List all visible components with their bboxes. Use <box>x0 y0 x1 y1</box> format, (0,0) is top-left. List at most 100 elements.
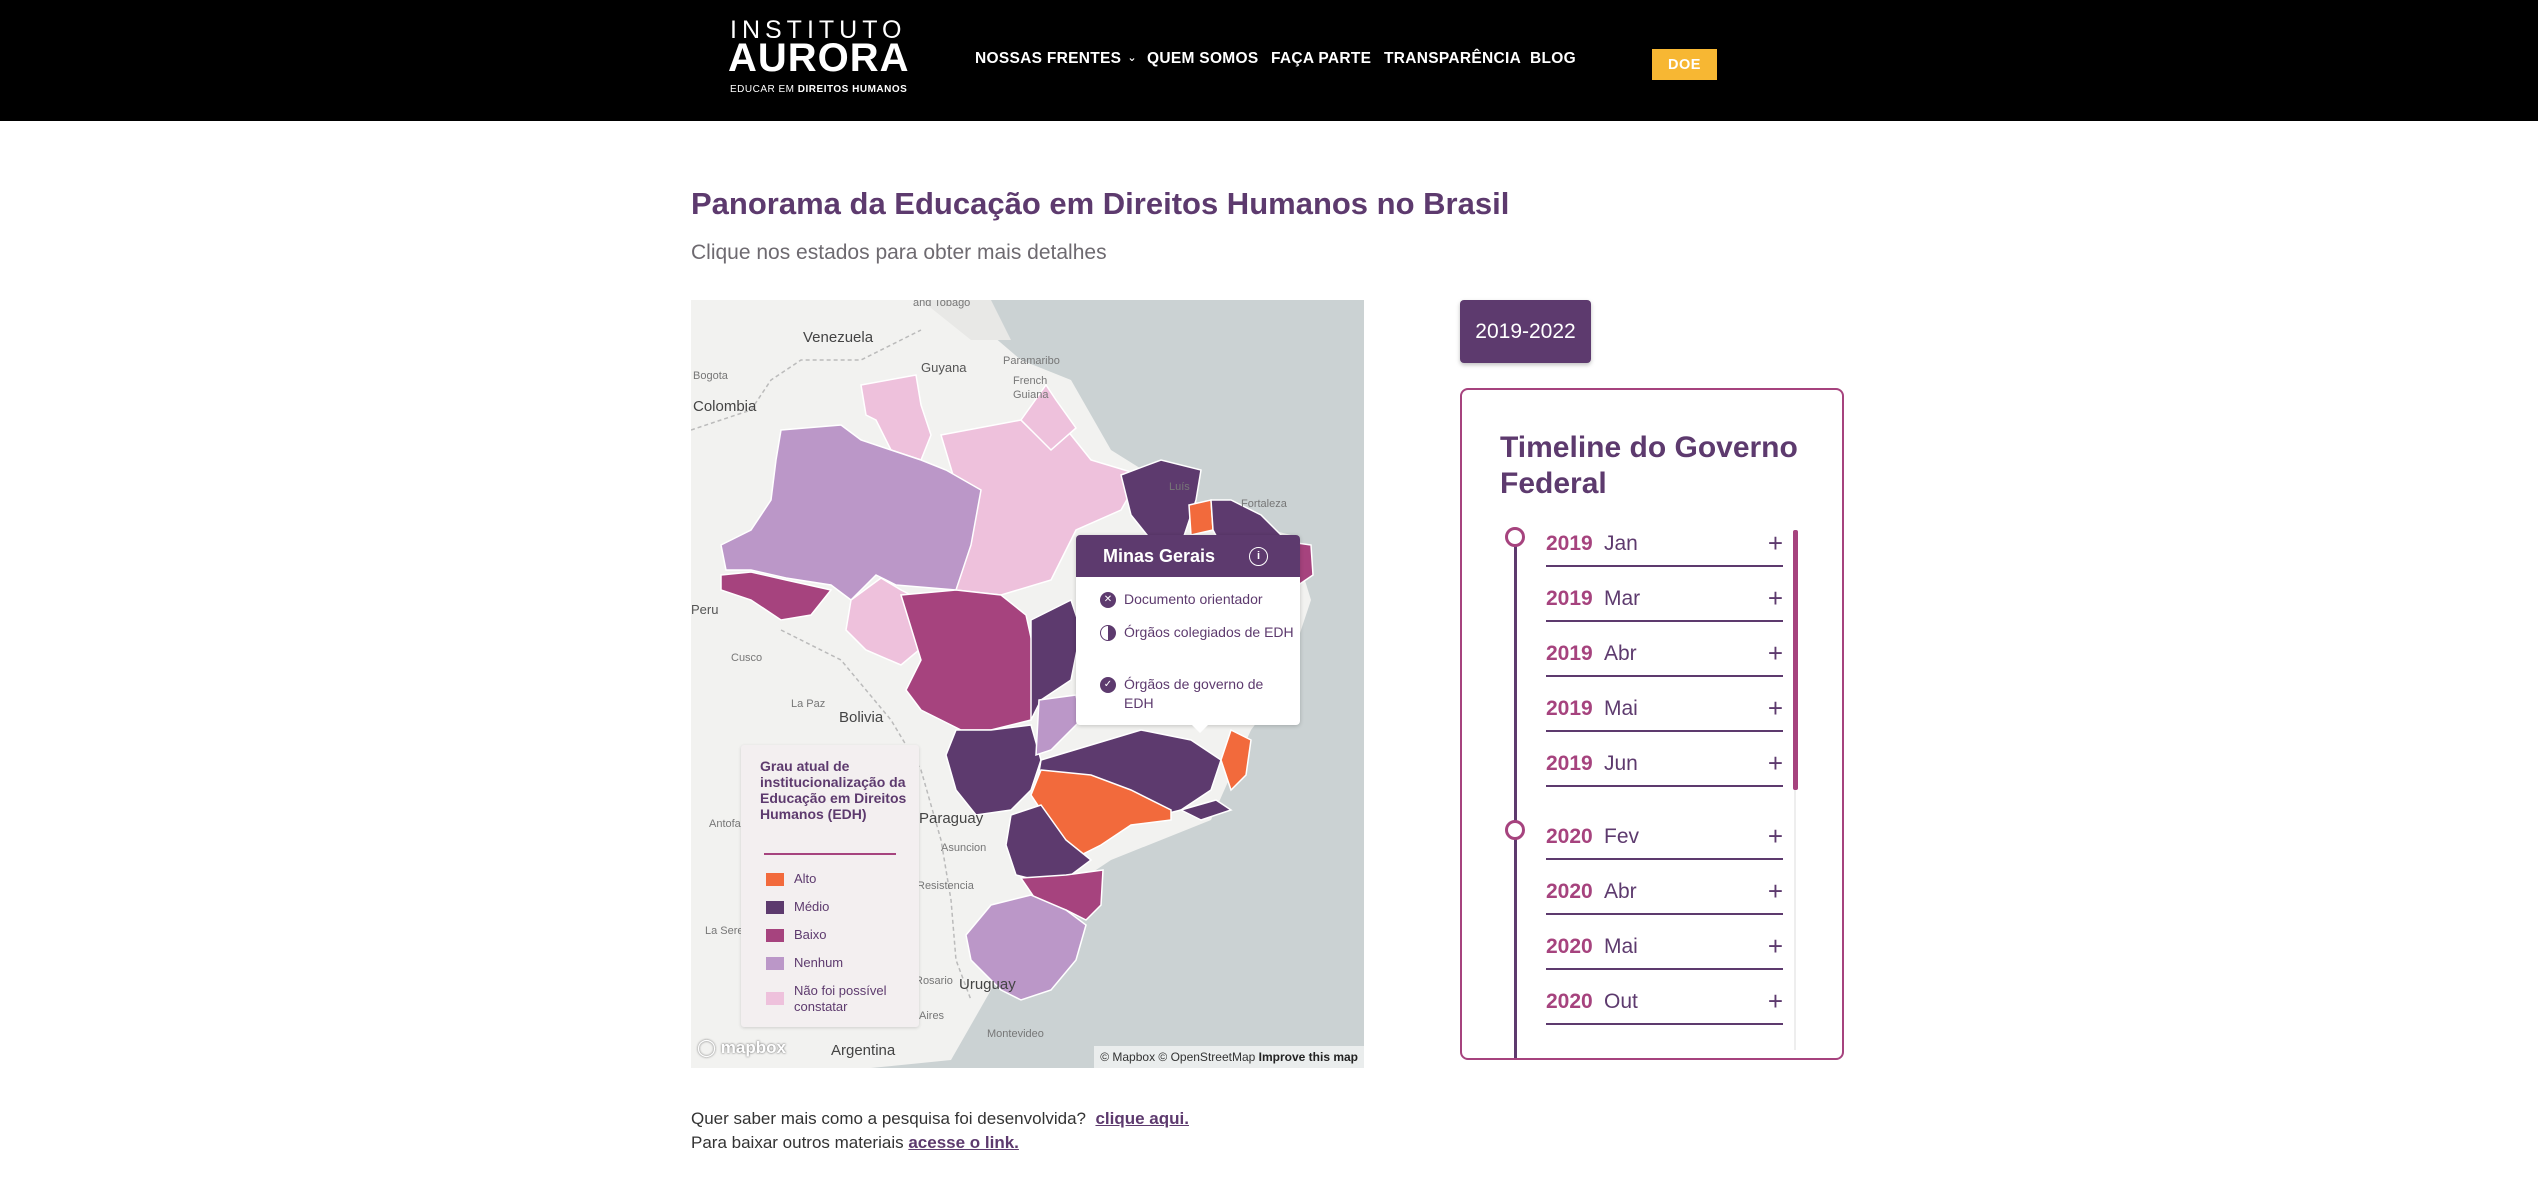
state-tooltip: Minas Gerais i ✕ Documento orientador Ór… <box>1076 535 1300 733</box>
footer-materials-text: Para baixar outros materiais <box>691 1133 904 1152</box>
plus-icon: + <box>1767 693 1783 723</box>
timeline-entry[interactable]: 2019 Jun + <box>1546 746 1783 787</box>
timeline-year: 2019 <box>1546 587 1593 610</box>
state-piaui-strip[interactable] <box>1188 499 1214 536</box>
plus-icon: + <box>1767 583 1783 613</box>
materials-link[interactable]: acesse o link. <box>908 1133 1019 1152</box>
logo-line-aurora: AURORA <box>728 36 910 80</box>
map-label-resistencia: Resistencia <box>917 880 974 892</box>
map-label-sao-luis: Luís <box>1169 481 1190 493</box>
nav-quem-somos[interactable]: QUEM SOMOS <box>1147 50 1259 67</box>
timeline-entry[interactable]: 2020 Abr + <box>1546 874 1783 915</box>
timeline-title: Timeline do Governo Federal <box>1500 431 1798 500</box>
timeline-month: Mai <box>1604 935 1638 958</box>
state-goias[interactable] <box>1035 694 1082 757</box>
x-circle-icon: ✕ <box>1100 592 1116 608</box>
instituto-aurora-logo[interactable]: INSTITUTO AURORA EDUCAR EM DIREITOS HUMA… <box>728 16 909 96</box>
timeline-year: 2020 <box>1546 935 1593 958</box>
legend-swatch <box>766 873 784 886</box>
state-amazonas[interactable] <box>720 424 982 601</box>
tooltip-state-name: Minas Gerais <box>1103 546 1216 566</box>
timeline-node-2020 <box>1505 820 1525 840</box>
timeline-entry[interactable]: 2019 Jan + <box>1546 526 1783 567</box>
timeline-entry[interactable]: 2019 Mai + <box>1546 691 1783 732</box>
legend-swatch <box>766 992 784 1005</box>
timeline-entry[interactable]: 2020 Fev + <box>1546 819 1783 860</box>
map-label-rosario: Rosario <box>915 975 953 987</box>
research-link[interactable]: clique aqui. <box>1095 1109 1189 1128</box>
map-label-fortaleza: Fortaleza <box>1241 498 1287 510</box>
state-rio-de-janeiro[interactable] <box>1178 799 1233 821</box>
plus-icon: + <box>1767 748 1783 778</box>
timeline-scrollbar-thumb[interactable] <box>1793 530 1798 790</box>
logo-line-instituto: INSTITUTO <box>730 16 907 44</box>
map-legend: Grau atual de institucionalização da Edu… <box>741 745 919 1027</box>
map-label-la-paz: La Paz <box>791 698 826 710</box>
state-mato-grosso-do-sul[interactable] <box>945 724 1042 816</box>
plus-icon: + <box>1767 931 1783 961</box>
timeline-year: 2019 <box>1546 697 1593 720</box>
nav-nossas-frentes[interactable]: NOSSAS FRENTES ⌄ <box>975 50 1137 68</box>
map-label-cusco: Cusco <box>731 652 763 664</box>
info-icon[interactable]: i <box>1249 547 1268 566</box>
legend-label: Alto <box>794 871 817 886</box>
map-label-bogota: Bogota <box>693 370 728 382</box>
plus-icon: + <box>1767 876 1783 906</box>
timeline-month: Abr <box>1604 642 1637 665</box>
state-tocantins[interactable] <box>1030 598 1082 721</box>
brazil-edh-map[interactable]: Venezuela Guyana Paramaribo French Guian… <box>691 300 1364 1068</box>
timeline-year: 2020 <box>1546 990 1593 1013</box>
legend-swatch <box>766 929 784 942</box>
timeline-year: 2020 <box>1546 825 1593 848</box>
legend-swatch <box>766 957 784 970</box>
timeline-node-2019 <box>1505 527 1525 547</box>
timeline-month: Out <box>1604 990 1638 1013</box>
attribution-text[interactable]: © Mapbox © OpenStreetMap <box>1100 1050 1256 1064</box>
tooltip-item-label: Órgãos de governo de EDH <box>1124 676 1264 711</box>
map-label-colombia: Colombia <box>693 398 757 415</box>
mapbox-logo[interactable]: ◯ mapbox <box>697 1038 786 1057</box>
timeline-entry[interactable]: 2020 Mai + <box>1546 929 1783 970</box>
timeline-year: 2019 <box>1546 642 1593 665</box>
timeline-scrollbar-track[interactable] <box>1794 530 1796 1050</box>
mapbox-logo-text: mapbox <box>720 1038 786 1057</box>
timeline-month: Jan <box>1604 532 1638 555</box>
footer-line-materials: Para baixar outros materiais acesse o li… <box>691 1133 1019 1153</box>
timeline-entry[interactable]: 2019 Abr + <box>1546 636 1783 677</box>
legend-label: Médio <box>794 899 830 914</box>
improve-map-link[interactable]: Improve this map <box>1258 1050 1358 1064</box>
period-button[interactable]: 2019-2022 <box>1460 300 1591 363</box>
timeline-rail <box>1514 538 1517 1058</box>
nav-transparencia[interactable]: TRANSPARÊNCIA <box>1384 50 1522 67</box>
state-mato-grosso[interactable] <box>900 589 1037 731</box>
check-circle-icon: ✓ <box>1100 677 1116 693</box>
timeline-month: Mar <box>1604 587 1641 610</box>
legend-divider <box>764 853 896 855</box>
map-label-paraguay: Paraguay <box>919 810 984 827</box>
plus-icon: + <box>1767 821 1783 851</box>
map-attribution: © Mapbox © OpenStreetMap Improve this ma… <box>1094 1046 1364 1068</box>
legend-label: Nenhum <box>794 955 844 970</box>
border-line-south <box>780 629 972 1001</box>
plus-icon: + <box>1767 528 1783 558</box>
donate-button[interactable]: DOE <box>1652 49 1717 80</box>
map-label-guyana: Guyana <box>921 360 967 375</box>
state-espirito-santo[interactable] <box>1220 728 1252 792</box>
state-acre[interactable] <box>720 571 833 621</box>
map-label-montevideo: Montevideo <box>987 1028 1044 1040</box>
footer-line-research: Quer saber mais como a pesquisa foi dese… <box>691 1109 1189 1129</box>
footer-research-text: Quer saber mais como a pesquisa foi dese… <box>691 1109 1086 1128</box>
state-amapa[interactable] <box>1020 383 1078 452</box>
nav-faca-parte[interactable]: FAÇA PARTE <box>1271 50 1372 67</box>
map-label-peru: Peru <box>691 602 719 617</box>
map-label-buenos-aires: Aires <box>919 1010 945 1022</box>
timeline-year: 2019 <box>1546 752 1593 775</box>
timeline-entry[interactable]: 2019 Mar + <box>1546 581 1783 622</box>
map-label-asuncion: Asuncion <box>941 842 987 854</box>
timeline-entry[interactable]: 2020 Out + <box>1546 984 1783 1025</box>
chevron-down-icon: ⌄ <box>1127 52 1137 64</box>
nav-blog[interactable]: BLOG <box>1530 50 1576 67</box>
legend-swatch <box>766 901 784 914</box>
state-rio-grande-do-sul[interactable] <box>965 894 1087 1001</box>
timeline-year: 2020 <box>1546 880 1593 903</box>
